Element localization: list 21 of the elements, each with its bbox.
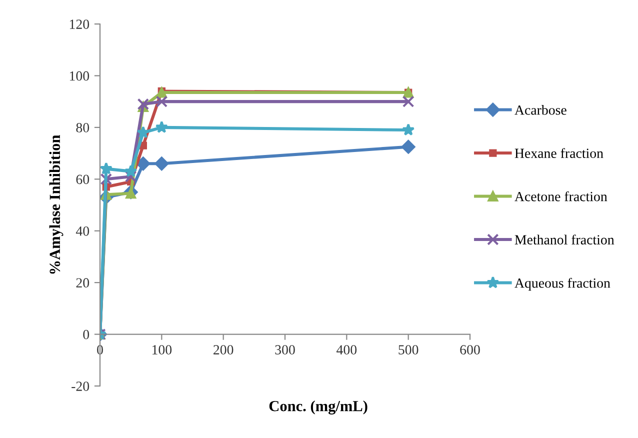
y-tick-label: 0 <box>83 330 90 340</box>
y-tick-label: -20 <box>72 382 90 391</box>
legend-label: Acetone fraction <box>514 191 608 202</box>
y-tick-label: 40 <box>76 226 90 236</box>
y-axis-title: %Amylase Inhibition <box>49 134 64 274</box>
x-tick-label: 400 <box>336 345 357 354</box>
x-tick-label: 300 <box>275 345 295 354</box>
legend-label: Methanol fraction <box>514 234 614 244</box>
x-tick-label: 200 <box>214 345 234 354</box>
x-tick-label: 100 <box>152 345 172 354</box>
y-tick-label: 100 <box>70 71 90 81</box>
legend-label: Acarbose <box>514 105 566 115</box>
legend-label: Aqueous fraction <box>514 278 610 291</box>
y-tick-label: 60 <box>76 174 90 184</box>
x-axis-title: Conc. (mg/mL) <box>269 400 368 414</box>
y-tick-label: 120 <box>70 20 90 29</box>
y-tick-label: 80 <box>76 123 90 132</box>
x-tick-label: 500 <box>398 345 418 354</box>
y-tick-label: 20 <box>76 278 90 288</box>
x-tick-label: 600 <box>460 345 480 354</box>
legend-label: Hexane fraction <box>514 148 604 158</box>
